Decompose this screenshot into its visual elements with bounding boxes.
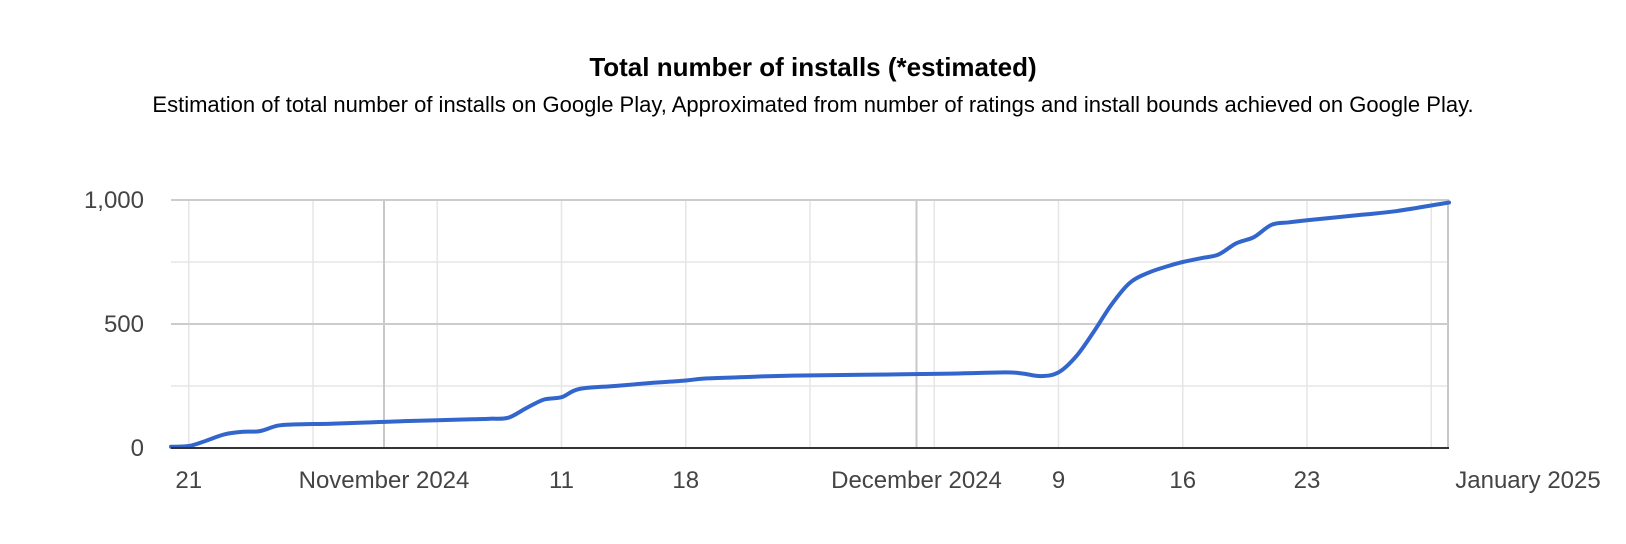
chart-subtitle: Estimation of total number of installs o… [152,92,1474,117]
chart-title: Total number of installs (*estimated) [589,52,1037,82]
x-tick-label: 9 [1052,467,1065,494]
x-tick-label: 21 [175,467,202,494]
series-layer [169,200,1451,449]
x-tick-label: 11 [549,467,574,494]
x-tick-label: December 2024 [831,467,1002,494]
x-tick-label: 23 [1294,467,1321,494]
x-tick-label: 18 [672,467,699,494]
x-tick-label: 16 [1169,467,1196,494]
y-tick-label: 1,000 [84,187,144,214]
y-axis-labels: 0 500 1,000 [84,187,144,462]
x-tick-label: January 2025 [1455,467,1600,494]
x-tick-label: November 2024 [299,467,470,494]
series-line [169,200,1451,449]
major-gridlines [171,199,1449,448]
x-axis-labels: 21 November 2024 11 18 December 2024 9 16 23 Jan… [175,467,1600,494]
y-tick-label: 0 [131,435,144,462]
y-tick-label: 500 [104,311,144,338]
